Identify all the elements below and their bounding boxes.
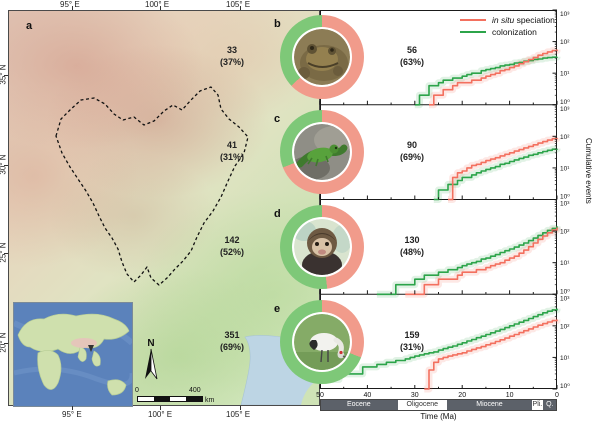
svg-text:40: 40 (364, 392, 372, 399)
svg-text:10²: 10² (560, 39, 570, 46)
in-situ-count-e: 159 (31%) (399, 330, 424, 352)
map-tick (160, 406, 161, 410)
north-arrow: N (145, 338, 158, 380)
legend-item-in-situ: in situ speciation (460, 14, 555, 26)
scale-bar-segments (137, 396, 203, 402)
epoch-oligocene: Oligocene (396, 400, 448, 410)
panel-a-label: a (26, 20, 33, 32)
map-tick (4, 165, 8, 166)
frog-photo (292, 27, 352, 87)
coord-bottom-95e: 95° E (62, 410, 82, 419)
epoch-miocene: Miocene (447, 400, 532, 410)
geologic-epoch-bar: Eocene Oligocene Miocene Pli. Q. (320, 399, 557, 411)
svg-text:10¹: 10¹ (560, 71, 570, 78)
coord-top-100e: 100° E (145, 0, 170, 9)
colonization-count-d: 142 (52%) (219, 235, 244, 257)
svg-text:10⁰: 10⁰ (560, 194, 570, 201)
svg-text:10¹: 10¹ (560, 355, 570, 362)
monkey-photo (292, 217, 352, 277)
inset-africa (37, 350, 62, 390)
map-tick (72, 406, 73, 410)
svg-text:10³: 10³ (560, 11, 570, 18)
donut-group-amphibians: b 33 (37%) (220, 12, 424, 107)
scale-bar: 0 400 km (135, 387, 223, 407)
svg-text:20: 20 (458, 392, 466, 399)
donut-chart-reptiles (280, 110, 364, 194)
panel-c-label: c (274, 113, 281, 125)
svg-text:50: 50 (316, 392, 324, 399)
svg-text:10⁰: 10⁰ (560, 383, 570, 390)
x-axis-title: Time (Ma) (420, 412, 457, 421)
colonization-count-b: 33 (37%) (219, 45, 244, 67)
svg-text:10³: 10³ (560, 295, 570, 302)
map-tick (4, 75, 8, 76)
legend-item-colonization: colonization (460, 26, 555, 38)
coord-top-95e: 95° E (60, 0, 80, 9)
chart-legend: in situ speciation colonization (460, 14, 555, 38)
in-situ-count-b: 56 (63%) (399, 45, 424, 67)
donut-chart-mammals (280, 205, 364, 289)
inset-india-sea (77, 346, 101, 367)
inset-region-marker (88, 345, 94, 352)
colonization-count-e: 351 (69%) (219, 330, 244, 352)
svg-text:10¹: 10¹ (560, 260, 570, 267)
colonization-line-swatch (460, 31, 486, 33)
inset-world-map (13, 302, 133, 407)
svg-text:10¹: 10¹ (560, 165, 570, 172)
donut-group-reptiles: c 41 (31%) (220, 107, 424, 202)
legend-label-italic: in situ (492, 15, 515, 25)
map-tick (160, 6, 161, 10)
scale-end: 400 (189, 387, 201, 394)
in-situ-count-c: 90 (69%) (399, 140, 424, 162)
in-situ-line-swatch (460, 19, 486, 21)
in-situ-count-d: 130 (48%) (399, 235, 424, 257)
svg-text:0: 0 (555, 392, 559, 399)
epoch-pli: Pli. (531, 400, 544, 410)
donut-group-birds: e 351 (69%) (220, 297, 424, 392)
map-tick (4, 253, 8, 254)
scale-unit: km (205, 397, 215, 404)
svg-text:10³: 10³ (560, 201, 570, 208)
donut-group-mammals: d 142 (52%) (220, 202, 424, 297)
crane-photo (292, 312, 352, 372)
svg-text:10²: 10² (560, 134, 570, 141)
lizard-photo (292, 122, 352, 182)
map-tick (240, 6, 241, 10)
colonization-count-c: 41 (31%) (219, 140, 244, 162)
legend-label: colonization (492, 27, 537, 37)
panel-e-label: e (274, 303, 281, 315)
coord-bottom-100e: 100° E (148, 410, 173, 419)
legend-label: speciation (514, 15, 555, 25)
donut-chart-birds (280, 300, 364, 384)
map-tick (240, 406, 241, 410)
coast-land-corner (301, 379, 319, 405)
scale-start: 0 (135, 387, 139, 394)
coord-bottom-105e: 105° E (226, 410, 251, 419)
svg-text:10: 10 (506, 392, 514, 399)
svg-text:10³: 10³ (560, 106, 570, 113)
map-tick (4, 343, 8, 344)
map-tick (72, 6, 73, 10)
coord-top-105e: 105° E (226, 0, 251, 9)
inset-australia (107, 379, 127, 396)
svg-text:10⁰: 10⁰ (560, 288, 570, 295)
panel-b-label: b (274, 18, 281, 30)
north-arrow-label: N (147, 338, 154, 349)
svg-text:30: 30 (411, 392, 419, 399)
study-region-outline (55, 86, 249, 286)
y-axis-title: Cumulative events (584, 138, 593, 204)
svg-text:10²: 10² (560, 229, 570, 236)
svg-text:10⁰: 10⁰ (560, 99, 570, 106)
svg-text:10²: 10² (560, 323, 570, 330)
donut-chart-amphibians (280, 15, 364, 99)
panel-d-label: d (274, 208, 281, 220)
epoch-eocene: Eocene (321, 400, 397, 410)
epoch-q: Q. (543, 400, 556, 410)
